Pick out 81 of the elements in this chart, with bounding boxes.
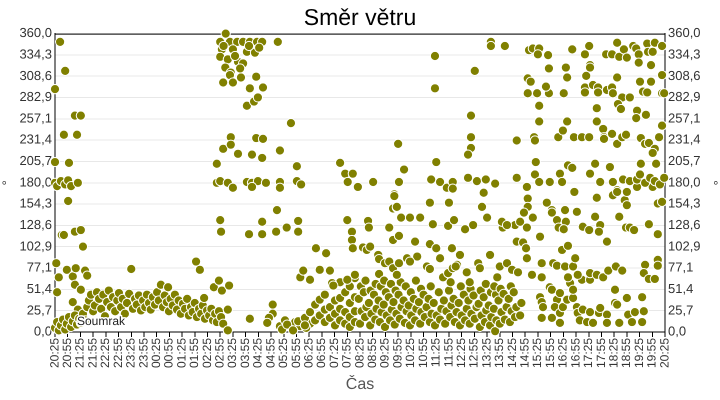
x-tick-label: 06:25: [301, 338, 316, 368]
x-tick-label: 20:25: [47, 338, 62, 368]
x-tick-label: 13:25: [479, 338, 494, 368]
y-tick-label: 360,0: [19, 25, 52, 40]
y2-tick-label: 154,3: [668, 196, 701, 211]
y-tick-label: 128,6: [19, 217, 52, 232]
y2-axis-title: °: [706, 180, 720, 186]
y2-tick-label: 360,0: [668, 25, 701, 40]
y2-tick-label: 282,9: [668, 89, 701, 104]
y-tick-label: 257,1: [19, 110, 52, 126]
x-tick-label: 00:25: [148, 338, 163, 368]
x-tick-label: 06:55: [314, 338, 328, 368]
x-tick-label: 22:25: [98, 338, 112, 368]
x-tick-label: 18:25: [606, 338, 620, 368]
y2-tick-label: 257,1: [668, 110, 701, 126]
x-tick-label: 12:25: [454, 338, 468, 368]
x-tick-label: 02:55: [212, 338, 227, 368]
x-tick-label: 14:25: [504, 338, 519, 368]
y2-tick-label: 0,0: [668, 324, 686, 339]
y-tick-label: 282,9: [19, 89, 52, 104]
chart-title: Směr větru: [304, 4, 416, 30]
x-tick-label: 15:55: [542, 338, 557, 368]
x-tick-label: 17:25: [581, 338, 596, 368]
x-tick-label: 09:25: [378, 338, 392, 368]
y-tick-label: 25,7: [26, 302, 52, 318]
x-tick-label: 11:25: [428, 338, 443, 368]
x-tick-label: 22:55: [110, 338, 125, 368]
x-tick-label: 21:25: [72, 338, 87, 368]
x-tick-label: 04:55: [263, 338, 278, 368]
y2-tick-label: 308,6: [668, 68, 701, 83]
y-tick-label: 51,4: [26, 280, 52, 296]
y2-tick-label: 51,4: [668, 280, 694, 296]
y-axis-title: °: [0, 180, 14, 186]
x-tick-label: 16:55: [568, 338, 582, 368]
x-tick-label: 14:55: [518, 338, 532, 368]
x-tick-label: 03:25: [225, 338, 240, 368]
x-tick-label: 01:55: [187, 338, 202, 368]
x-tick-label: 08:55: [365, 338, 380, 368]
x-tick-label: 00:55: [162, 338, 176, 368]
x-tick-label: 03:55: [238, 338, 252, 368]
y2-tick-label: 25,7: [668, 302, 694, 318]
y2-tick-label: 77,1: [668, 260, 694, 275]
x-tick-label: 10:25: [403, 338, 418, 368]
y2-tick-label: 334,3: [668, 46, 701, 62]
x-tick-label: 05:55: [288, 338, 303, 368]
x-tick-label: 19:55: [644, 338, 659, 368]
y-tick-label: 154,3: [19, 196, 52, 211]
x-tick-label: 07:55: [340, 338, 354, 368]
x-tick-label: 04:25: [250, 338, 265, 368]
x-tick-label: 07:25: [326, 338, 341, 368]
y2-tick-label: 180,0: [668, 174, 701, 190]
y-tick-label: 334,3: [19, 46, 52, 62]
x-tick-label: 11:55: [441, 338, 456, 368]
x-tick-label: 15:25: [530, 338, 544, 368]
y-tick-label: 308,6: [19, 68, 52, 83]
x-tick-label: 09:55: [390, 338, 404, 368]
x-tick-label: 10:55: [416, 338, 430, 368]
x-tick-label: 02:25: [200, 338, 214, 368]
x-tick-label: 12:55: [466, 338, 481, 368]
y2-tick-label: 102,9: [668, 238, 701, 254]
x-tick-label: 20:55: [60, 338, 74, 368]
y2-tick-label: 231,4: [668, 132, 701, 147]
x-tick-label: 21:55: [85, 338, 100, 368]
y2-tick-label: 128,6: [668, 217, 701, 232]
x-tick-label: 20:25: [657, 338, 672, 368]
x-tick-label: 19:25: [632, 338, 646, 368]
y-tick-label: 231,4: [19, 132, 52, 147]
y-tick-label: 205,7: [19, 153, 52, 168]
x-tick-label: 01:25: [174, 338, 188, 368]
x-tick-label: 17:55: [594, 338, 608, 368]
x-tick-label: 23:55: [136, 338, 150, 368]
x-tick-label: 23:25: [124, 338, 138, 368]
x-tick-label: 18:55: [619, 338, 634, 368]
x-tick-label: 05:25: [276, 338, 290, 368]
y-tick-label: 102,9: [19, 238, 52, 254]
x-axis-title: Čas: [346, 374, 374, 393]
y2-tick-label: 205,7: [668, 153, 701, 168]
x-tick-label: 13:55: [492, 338, 506, 368]
x-tick-label: 16:25: [556, 338, 570, 368]
x-tick-label: 08:25: [352, 338, 366, 368]
y-tick-label: 77,1: [26, 260, 52, 275]
